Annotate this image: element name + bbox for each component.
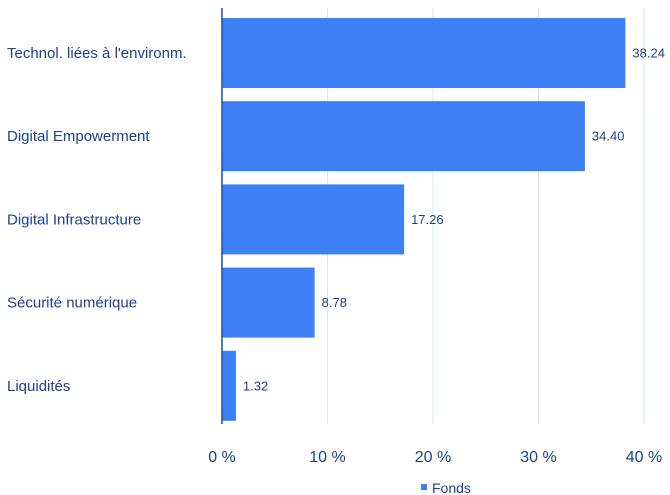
bar: [222, 184, 405, 255]
bar: [222, 350, 236, 421]
value-label: 1.32: [243, 378, 268, 393]
x-tick-label: 20 %: [415, 449, 451, 466]
x-tick-label: 0 %: [208, 449, 236, 466]
category-label: Sécurité numérique: [7, 295, 137, 312]
x-tick-label: 40 %: [626, 449, 662, 466]
value-label: 38.24: [632, 46, 665, 61]
legend: Fonds: [421, 480, 471, 495]
category-labels: Technol. liées à l'environm. Digital Empo…: [7, 45, 187, 395]
value-labels: 38.24 34.40 17.26 8.78 1.32: [243, 46, 665, 394]
x-tick-label: 30 %: [520, 449, 556, 466]
legend-label-fonds: Fonds: [432, 480, 471, 495]
x-tick-labels: 0 % 10 % 20 % 30 % 40 %: [208, 449, 662, 466]
legend-swatch-fonds: [421, 484, 427, 490]
bar: [222, 18, 626, 88]
value-label: 17.26: [411, 212, 444, 227]
value-label: 8.78: [322, 295, 347, 310]
x-tick-label: 10 %: [309, 449, 345, 466]
category-label: Liquidités: [7, 378, 70, 395]
bar: [222, 267, 315, 338]
category-label: Technol. liées à l'environm.: [7, 45, 187, 62]
bars: [222, 18, 626, 421]
bar: [222, 101, 585, 172]
category-label: Digital Infrastructure: [7, 211, 141, 228]
category-label: Digital Empowerment: [7, 128, 150, 145]
value-label: 34.40: [592, 129, 625, 144]
